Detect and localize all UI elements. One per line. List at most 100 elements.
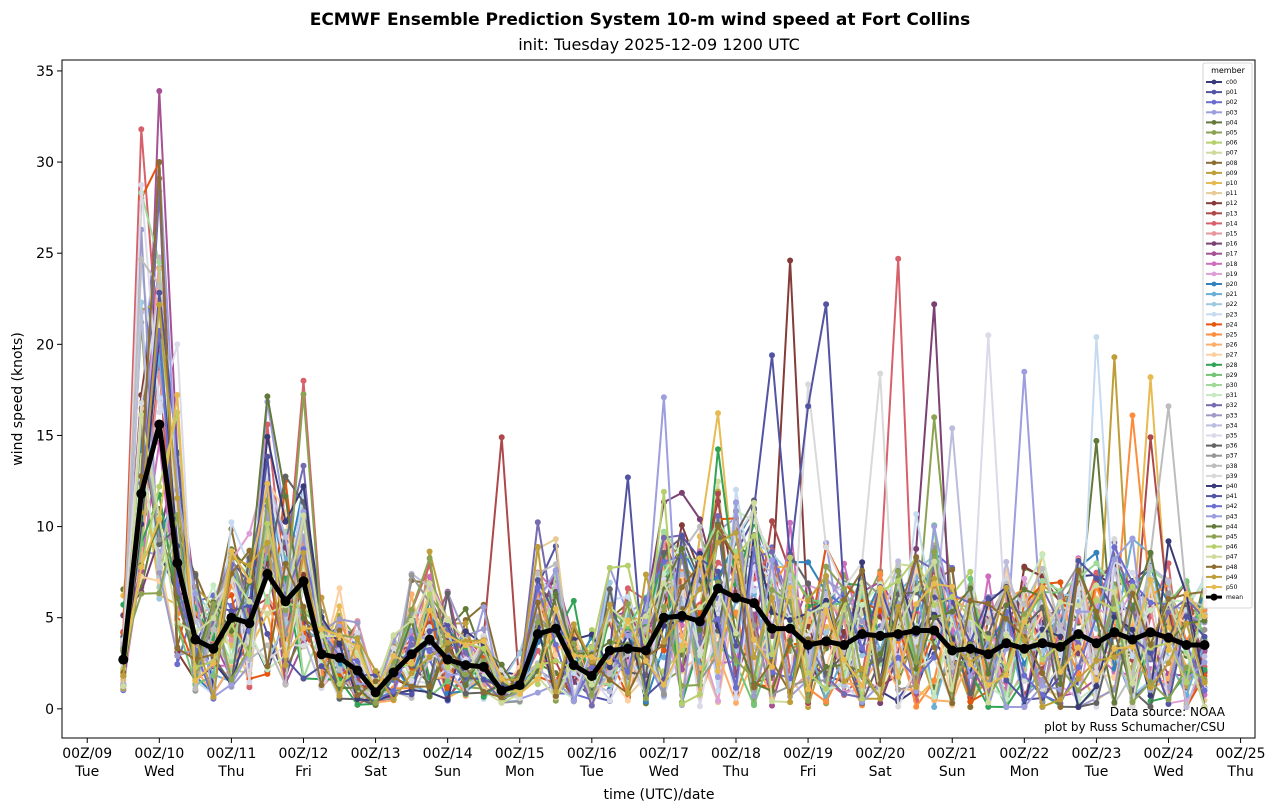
series-point (120, 683, 127, 690)
legend-label: p12 (1226, 200, 1238, 207)
y-axis-label: wind speed (knots) (10, 332, 26, 466)
series-point (913, 638, 920, 645)
series-point (751, 532, 757, 539)
series-point (138, 400, 145, 407)
series-point (1021, 368, 1028, 375)
series-point (408, 677, 415, 684)
series-point (1057, 704, 1064, 710)
series-point (426, 555, 433, 562)
mean-point (1127, 634, 1138, 645)
series-point (624, 668, 631, 675)
legend-label: p24 (1226, 321, 1238, 328)
series-point (210, 582, 217, 589)
mean-point (604, 645, 615, 656)
series-point (678, 584, 685, 591)
series-point (805, 559, 812, 566)
series-point (210, 615, 217, 621)
legend-swatch-marker (1211, 281, 1217, 287)
series-point (985, 635, 992, 642)
series-point (1057, 622, 1064, 629)
series-point (660, 558, 667, 565)
series-point (156, 483, 163, 490)
series-point (985, 595, 992, 602)
mean-point (1019, 643, 1030, 654)
series-point (931, 575, 938, 582)
series-point (606, 638, 613, 645)
series-point (733, 657, 739, 664)
series-point (696, 516, 703, 523)
series-point (895, 577, 902, 584)
series-point (967, 661, 974, 668)
series-point (1147, 599, 1154, 606)
series-point (967, 597, 974, 604)
series-point (1021, 672, 1028, 679)
series-point (1201, 704, 1208, 710)
series-point (1093, 549, 1100, 556)
mean-point (568, 660, 579, 671)
series-point (606, 677, 613, 683)
series-point (300, 512, 307, 519)
series-point (1183, 664, 1190, 671)
series-point (1129, 412, 1136, 419)
series-point (949, 608, 956, 615)
x-axis-label: time (UTC)/date (603, 787, 714, 803)
series-point (444, 696, 451, 703)
mean-point (713, 583, 723, 594)
series-point (642, 613, 649, 620)
series-point (1165, 596, 1172, 602)
series-point (678, 642, 685, 649)
legend-swatch-marker (1211, 493, 1217, 499)
x-tick-date: 00Z/21 (927, 746, 977, 762)
series-point (444, 672, 451, 679)
legend-label: p49 (1226, 574, 1238, 581)
legend-label: p17 (1226, 251, 1238, 258)
series-point (570, 698, 577, 705)
legend-swatch-marker (1211, 251, 1217, 257)
series-point (192, 590, 199, 597)
series-point (913, 684, 920, 690)
legend-label: p25 (1226, 332, 1238, 339)
series-point (1147, 434, 1154, 441)
series-point (1147, 374, 1154, 381)
legend-label: p11 (1226, 190, 1238, 197)
mean-point (1109, 627, 1120, 638)
series-point (678, 545, 685, 552)
series-point (769, 586, 775, 593)
mean-point (226, 612, 237, 623)
x-axis: 00Z/09 Tue 00Z/10 Wed 00Z/11 Thu 00Z/12 Fri 00Z/… (62, 738, 1266, 780)
legend-swatch-marker (1211, 109, 1217, 115)
series-point (1003, 632, 1010, 639)
series-point (877, 585, 884, 591)
series-point (426, 654, 433, 661)
series-point (733, 684, 739, 691)
series-point (660, 549, 667, 556)
x-tick-date: 00Z/12 (279, 746, 329, 762)
mean-point (244, 618, 255, 629)
series-point (678, 571, 685, 578)
legend-label: p05 (1226, 130, 1238, 137)
series-point (823, 607, 830, 614)
mean-point (694, 616, 705, 627)
series-point (264, 539, 271, 546)
series-point (444, 639, 451, 646)
series-point (841, 596, 848, 603)
x-tick-day: Wed (1153, 764, 1184, 780)
series-point (1201, 679, 1208, 686)
series-point (1093, 575, 1100, 582)
legend-swatch-marker (1211, 513, 1217, 519)
series-point (228, 548, 235, 554)
series-point (282, 662, 289, 669)
series-point (1129, 699, 1136, 706)
legend-label: p40 (1226, 483, 1238, 490)
series-point (372, 700, 379, 706)
series-point (751, 684, 757, 691)
legend-swatch-marker (1211, 443, 1217, 448)
series-point (642, 695, 649, 702)
series-point (282, 493, 289, 500)
x-tick-day: Wed (144, 764, 175, 780)
series-point (1075, 567, 1082, 574)
series-point (660, 647, 667, 654)
series-point (480, 693, 487, 700)
series-point (264, 630, 271, 637)
series-point (985, 670, 992, 677)
